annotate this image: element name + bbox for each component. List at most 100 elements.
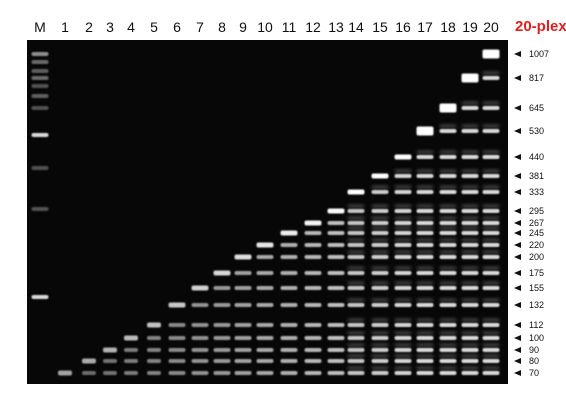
dna-band (439, 238, 457, 242)
dna-band (394, 190, 412, 194)
dna-band (371, 250, 389, 254)
dna-band (191, 323, 209, 327)
lane-label-12: 12 (305, 19, 321, 35)
arrow-left-icon (514, 302, 521, 308)
dna-band (439, 366, 457, 370)
dna-band (394, 323, 412, 327)
arrow-left-icon (514, 173, 521, 179)
dna-band (347, 221, 365, 225)
dna-band (147, 322, 161, 328)
dna-band (394, 371, 412, 375)
dna-band (234, 303, 252, 307)
dna-band (213, 286, 231, 290)
dna-band (147, 371, 161, 375)
dna-band (482, 281, 500, 285)
dna-band (482, 266, 500, 270)
dna-band (347, 371, 365, 375)
dna-band (234, 323, 252, 327)
dna-band (439, 124, 457, 128)
lane-label-10: 10 (257, 19, 273, 35)
dna-band (371, 231, 389, 235)
size-label: 200 (529, 252, 545, 262)
dna-band (103, 347, 117, 353)
dna-band (416, 354, 434, 358)
dna-band (327, 221, 345, 225)
dna-band (327, 231, 345, 235)
size-marker-132: 132 (514, 299, 544, 311)
dna-band (439, 303, 457, 307)
dna-band (234, 286, 252, 290)
dna-band (439, 331, 457, 335)
dna-band (416, 238, 434, 242)
dna-band (461, 271, 479, 275)
dna-band (256, 371, 274, 375)
dna-band (461, 190, 479, 194)
dna-band (416, 359, 434, 363)
dna-band (280, 371, 298, 375)
dna-band (371, 185, 389, 189)
lane-label-14: 14 (348, 19, 364, 35)
dna-band (482, 106, 500, 110)
dna-band (256, 303, 274, 307)
dna-band (461, 238, 479, 242)
dna-band (461, 124, 479, 128)
dna-band (371, 371, 389, 375)
marker-band (31, 84, 49, 88)
dna-band (191, 303, 209, 307)
size-label: 112 (529, 320, 544, 330)
size-marker-80: 80 (514, 355, 539, 367)
dna-band (371, 173, 389, 179)
dna-band (394, 221, 412, 225)
dna-band (482, 271, 500, 275)
dna-band (461, 366, 479, 370)
size-marker-333: 333 (514, 186, 544, 198)
dna-band (371, 318, 389, 322)
dna-band (234, 371, 252, 375)
dna-band (394, 366, 412, 370)
dna-band (394, 231, 412, 235)
dna-band (327, 255, 345, 259)
dna-band (482, 303, 500, 307)
dna-band (439, 129, 457, 133)
dna-band (347, 323, 365, 327)
arrow-left-icon (514, 347, 521, 353)
dna-band (439, 226, 457, 230)
dna-band (347, 250, 365, 254)
dna-band (280, 286, 298, 290)
arrow-left-icon (514, 189, 521, 195)
dna-band (394, 216, 412, 220)
dna-band (371, 271, 389, 275)
dna-band (482, 243, 500, 247)
size-label: 132 (529, 300, 545, 310)
dna-band (461, 174, 479, 178)
size-label: 90 (529, 345, 540, 355)
arrow-left-icon (514, 358, 521, 364)
dna-band (439, 216, 457, 220)
dna-band (439, 155, 457, 159)
dna-band (124, 335, 138, 341)
dna-band (347, 209, 365, 213)
dna-band (371, 366, 389, 370)
dna-band (280, 303, 298, 307)
dna-band (439, 221, 457, 225)
dna-band (168, 348, 186, 352)
dna-band (394, 266, 412, 270)
dna-band (347, 359, 365, 363)
gel-bands (31, 49, 500, 376)
dna-band (482, 190, 500, 194)
arrow-left-icon (514, 208, 521, 214)
dna-band (304, 243, 322, 247)
dna-band (482, 129, 500, 133)
dna-band (371, 354, 389, 358)
dna-band (482, 231, 500, 235)
dna-band (416, 231, 434, 235)
dna-band (394, 343, 412, 347)
dna-band (461, 106, 479, 110)
marker-band (31, 76, 49, 80)
dna-band (394, 154, 412, 160)
dna-band (394, 286, 412, 290)
size-label: 70 (529, 368, 540, 378)
arrow-left-icon (514, 335, 521, 341)
size-label: 100 (529, 333, 545, 343)
dna-band (416, 331, 434, 335)
